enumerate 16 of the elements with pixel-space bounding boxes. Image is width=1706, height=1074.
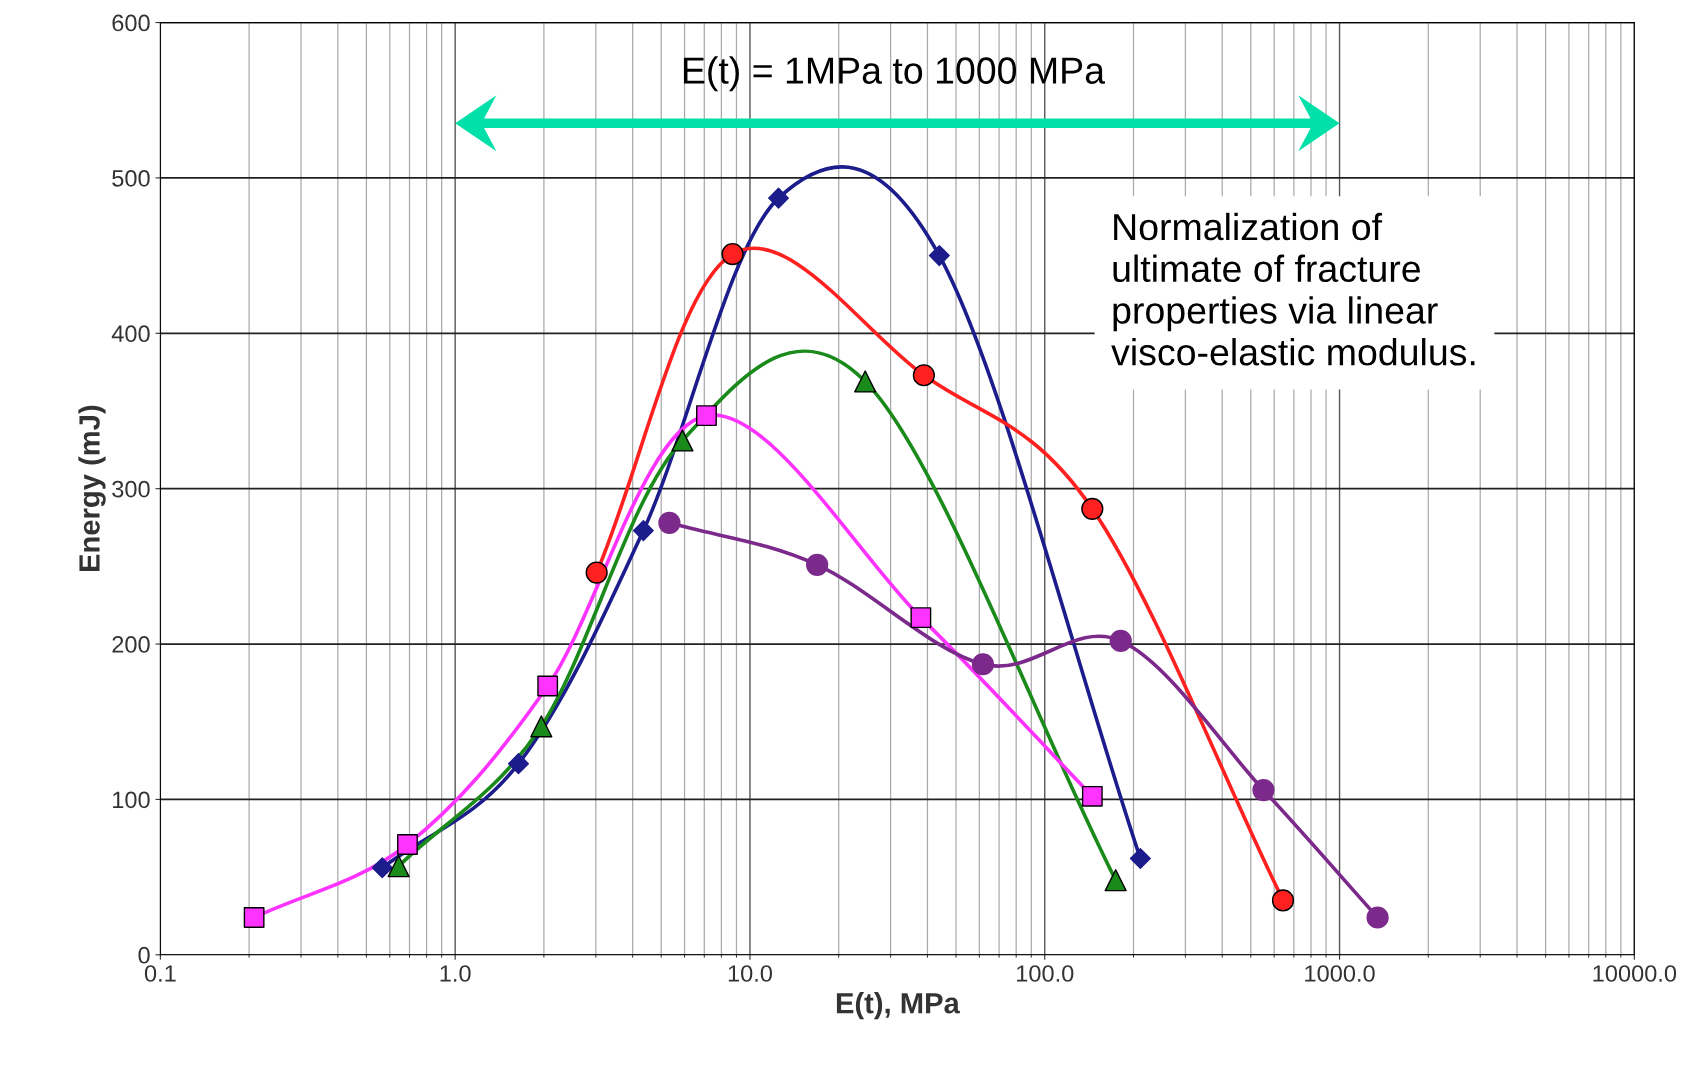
y-tick-label: 300 [112,480,150,498]
annotation: Normalization of ultimate of fracture properties via linear visco-elastic modulus. [1111,212,1475,366]
x-tick-label: 1.0 [440,965,471,982]
y-tick-label: 200 [112,636,150,653]
x-tick-label: 0.1 [144,965,176,982]
y-tick-label: 100 [113,791,150,809]
x-axis-title: E(t), MPa [836,992,960,1020]
x-tick-label: 100.0 [1017,965,1074,982]
y-tick-label: 0 [138,946,150,964]
y-tick-label: 500 [112,169,150,187]
x-tick-label: 1000.0 [1305,965,1375,982]
y-tick-label: 400 [111,325,150,343]
x-tick-label: 10000.0 [1593,965,1677,982]
x-tick-label: 10.0 [728,965,773,982]
y-axis-title: Energy (mJ) [78,405,106,571]
y-tick-label: 600 [112,14,150,32]
